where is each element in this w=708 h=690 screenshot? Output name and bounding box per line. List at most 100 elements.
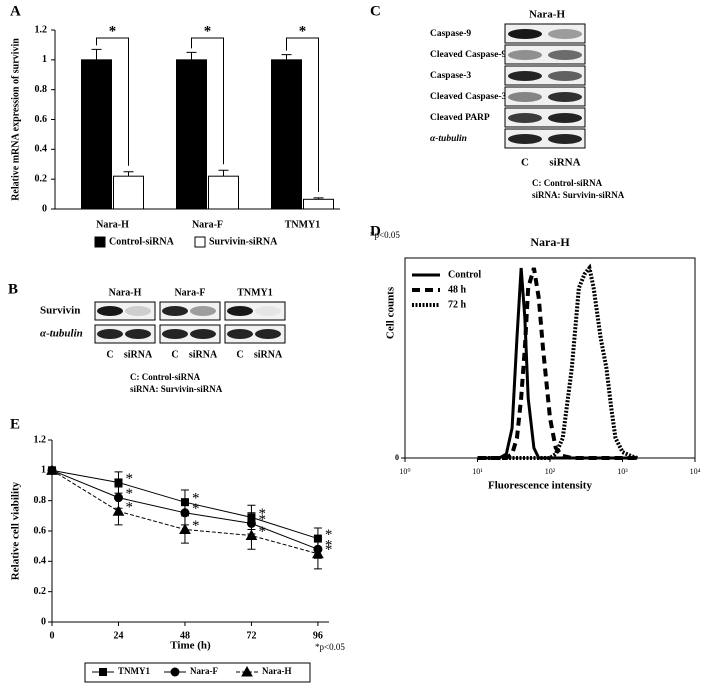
legend-label: 48 h [448,284,467,295]
x-tick-label: 24 [113,630,123,641]
blot-band [508,92,542,102]
legend-label: Nara-F [190,666,218,676]
error-bar [281,54,292,60]
legend-marker [170,667,180,677]
panel-letter: D [370,223,381,239]
significance-bracket [286,37,319,192]
row-label: Caspase-9 [430,29,471,39]
blot-band [548,134,582,144]
x-axis-label: Fluorescence intensity [488,480,592,492]
x-tick-label: 72 [246,630,256,641]
blot-band [190,329,216,339]
blot-band [508,113,542,123]
bar [176,59,207,210]
cell-line-label: TNMY1 [237,287,273,298]
legend-label: Control-siRNA [109,236,175,247]
blot-band [548,29,582,39]
annotation: * [204,23,212,39]
blot-band [548,50,582,60]
star-label: * [125,471,133,487]
note: siRNA: Survivin-siRNA [130,384,223,394]
data-point [180,508,190,518]
error-bar [313,197,324,200]
legend-swatch [94,236,106,248]
y-tick-label: 0.2 [35,173,48,184]
blot-band [508,29,542,39]
bar [81,59,112,210]
x-tick-label: 48 [180,630,190,641]
lane-label: C [171,349,178,360]
error-bar [91,48,102,60]
y-tick-label: 0.4 [35,144,48,155]
star-label: * [192,501,200,517]
lane-label: C [236,349,243,360]
data-point [179,523,191,534]
blot-band [227,329,253,339]
x-tick-label: Nara-H [96,219,129,230]
y-axis-label: Cell counts [385,286,397,339]
legend-marker [241,665,253,677]
blot-band [508,50,542,60]
lane-label: siRNA [189,349,218,360]
blot-band [97,306,123,316]
lane-label: siRNA [549,157,580,169]
legend-label: TNMY1 [118,666,150,676]
blot-band [125,329,151,339]
bar [271,59,302,210]
series-line [477,267,638,460]
y-tick-label: 1 [41,465,46,476]
note: *p<0.05 [370,230,400,240]
x-tick-label: 10³ [617,467,628,476]
y-tick-label: 0.6 [35,114,48,125]
star-label: * [325,527,333,543]
blot-band [227,306,253,316]
star-label: * [125,500,133,516]
x-tick-label: 10⁰ [399,467,410,476]
legend-label: 72 h [448,299,467,310]
x-tick-label: 0 [50,630,55,641]
cell-line-label: Nara-H [109,287,142,298]
star-label: * [192,518,200,534]
row-label: Survivin [40,305,80,317]
data-point [114,478,123,487]
note: *p<0.05 [315,642,345,652]
legend-box [84,662,311,683]
note: siRNA: Survivin-siRNA [532,190,625,200]
lane-label: siRNA [124,349,153,360]
y-tick-label: 0 [42,203,47,214]
panel-letter: C [370,3,381,19]
annotation: * [109,23,117,39]
bar [303,198,334,210]
series-line [477,267,638,460]
annotation: * [299,23,307,39]
panel-letter: E [10,416,20,432]
y-axis-label: Relative mRNA expression of survivin [10,38,21,201]
star-label: * [258,506,266,522]
star-label: * [125,486,133,502]
x-tick-label: 10⁴ [690,467,701,476]
row-label: Caspase-3 [430,71,471,81]
row-label: α-tubulin [40,328,83,340]
y-tick-label: 0.8 [34,495,47,506]
blot-band [162,329,188,339]
blot-band [508,71,542,81]
legend-marker [99,668,107,676]
blot-band [508,134,542,144]
x-tick-label: 96 [313,630,323,641]
legend-label: Nara-H [262,666,292,676]
lane-label: siRNA [254,349,283,360]
blot-band [190,306,216,316]
data-point [46,464,58,475]
y-tick-label: 0 [41,616,46,627]
blot-title: Nara-H [529,9,565,21]
blot-band [97,329,123,339]
bar [113,175,144,210]
y-tick-label: 1.2 [34,434,47,445]
blot-band [162,306,188,316]
x-tick-label: 10¹ [472,467,483,476]
x-axis-label: Time (h) [170,640,211,652]
y-tick-label: 0.6 [34,525,47,536]
y-axis-label: Relative cell viability [10,481,22,580]
blot-band [548,113,582,123]
